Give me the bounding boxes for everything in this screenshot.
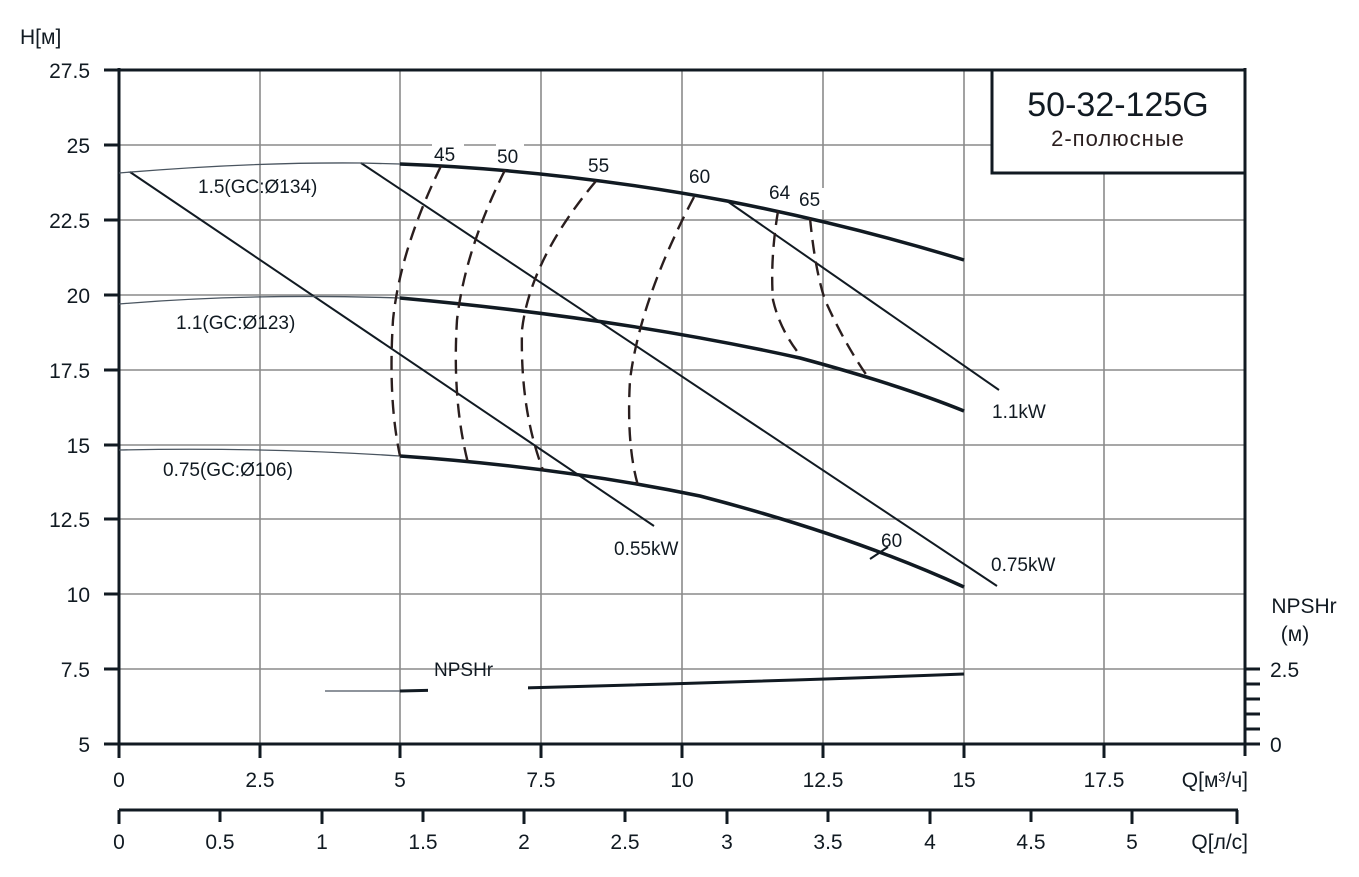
x2-tick: 5 xyxy=(1126,831,1138,854)
npsh-axis: NPSHr (м) 2.5 0 xyxy=(1245,595,1337,757)
curve-1-1 xyxy=(399,296,965,413)
npsh-axis-label: NPSHr xyxy=(1271,595,1336,618)
label-npsh-curve: NPSHr xyxy=(434,660,494,681)
y-tick: 20 xyxy=(67,285,90,308)
x2-tick: 4.5 xyxy=(1016,831,1045,854)
label-eff-64: 64 xyxy=(769,183,791,204)
hq-curves xyxy=(399,162,965,693)
x2-tick: 0.5 xyxy=(205,831,234,854)
x-axis-ls: 0 0.5 1 1.5 2 2.5 3 3.5 4 4.5 5 Q[л/с] xyxy=(113,808,1248,854)
power-lines xyxy=(129,162,1000,587)
grid xyxy=(119,70,1245,744)
x-tick: 12.5 xyxy=(803,769,844,792)
eff-60-mark xyxy=(869,546,889,560)
power-line-1-1kw xyxy=(726,200,1000,391)
x-tick: 5 xyxy=(394,769,406,792)
x-tick: 15 xyxy=(952,769,975,792)
x2-tick: 2.5 xyxy=(610,831,639,854)
y-tick: 7.5 xyxy=(61,659,90,682)
eff-64 xyxy=(770,210,801,356)
eff-65 xyxy=(808,217,871,381)
npsh-tick: 0 xyxy=(1270,734,1282,757)
eff-60 xyxy=(627,196,696,493)
power-line-0-75kw xyxy=(360,162,998,587)
x2-tick: 3 xyxy=(721,831,733,854)
x2-axis-label: Q[л/с] xyxy=(1191,831,1248,854)
eff-55 xyxy=(520,180,597,471)
y-tick: 10 xyxy=(67,584,90,607)
y-tick: 27.5 xyxy=(49,60,90,83)
y-tick: 17.5 xyxy=(49,360,90,383)
efficiency-contours xyxy=(390,165,889,560)
x2-tick: 3.5 xyxy=(813,831,842,854)
label-eff-60: 60 xyxy=(689,167,710,188)
x2-tick: 0 xyxy=(113,831,125,854)
label-curve-0-75: 0.75(GC:Ø106) xyxy=(163,460,293,481)
label-curve-1-1: 1.1(GC:Ø123) xyxy=(176,313,295,334)
x-tick: 17.5 xyxy=(1084,769,1125,792)
npsh-tick: 2.5 xyxy=(1270,659,1299,682)
x2-tick: 2 xyxy=(518,831,530,854)
y-tick: 15 xyxy=(67,435,90,458)
y-tick: 12.5 xyxy=(49,509,90,532)
x-axis-label: Q[м³/ч] xyxy=(1182,769,1248,792)
x2-tick: 1.5 xyxy=(408,831,437,854)
eff-50 xyxy=(454,169,507,464)
label-curve-1-5: 1.5(GC:Ø134) xyxy=(198,177,317,198)
y-tick: 5 xyxy=(78,734,90,757)
x-tick: 2.5 xyxy=(245,769,274,792)
x2-tick: 4 xyxy=(924,831,936,854)
model-subtitle: 2-полюсные xyxy=(1051,126,1185,151)
hq-curves-thin xyxy=(118,162,401,692)
title-box: 50-32-125G 2-полюсные xyxy=(990,68,1247,175)
curve-1-5 xyxy=(399,162,965,262)
npsh-axis-unit: (м) xyxy=(1281,623,1309,646)
label-power-0-75: 0.75kW xyxy=(991,555,1055,576)
x-axis-m3h: 0 2.5 5 7.5 10 12.5 15 17.5 Q[м³/ч] xyxy=(113,744,1248,792)
label-eff-65: 65 xyxy=(799,190,820,211)
label-power-1-1: 1.1kW xyxy=(992,402,1046,423)
label-eff-60-low: 60 xyxy=(881,531,902,552)
model-title: 50-32-125G xyxy=(1027,86,1208,124)
y-axis: H[м] 5 7.5 10 12.5 15 17.5 20 22.5 25 27… xyxy=(20,26,119,757)
label-eff-55: 55 xyxy=(588,156,609,177)
x-tick: 7.5 xyxy=(526,769,555,792)
y-tick: 22.5 xyxy=(49,210,90,233)
y-axis-label: H[м] xyxy=(20,26,61,49)
x2-tick: 1 xyxy=(316,831,328,854)
x-tick: 10 xyxy=(670,769,693,792)
curve-labels: 1.5(GC:Ø134) 1.1(GC:Ø123) 0.75(GC:Ø106) … xyxy=(163,142,1055,695)
label-eff-45: 45 xyxy=(434,145,455,166)
label-power-0-55: 0.55kW xyxy=(614,539,678,560)
power-line-0-55kw xyxy=(129,171,655,527)
eff-45 xyxy=(390,165,443,457)
curve-0-75 xyxy=(399,454,965,589)
label-eff-50: 50 xyxy=(497,147,518,168)
x-tick: 0 xyxy=(113,769,125,792)
y-tick: 25 xyxy=(67,135,90,158)
